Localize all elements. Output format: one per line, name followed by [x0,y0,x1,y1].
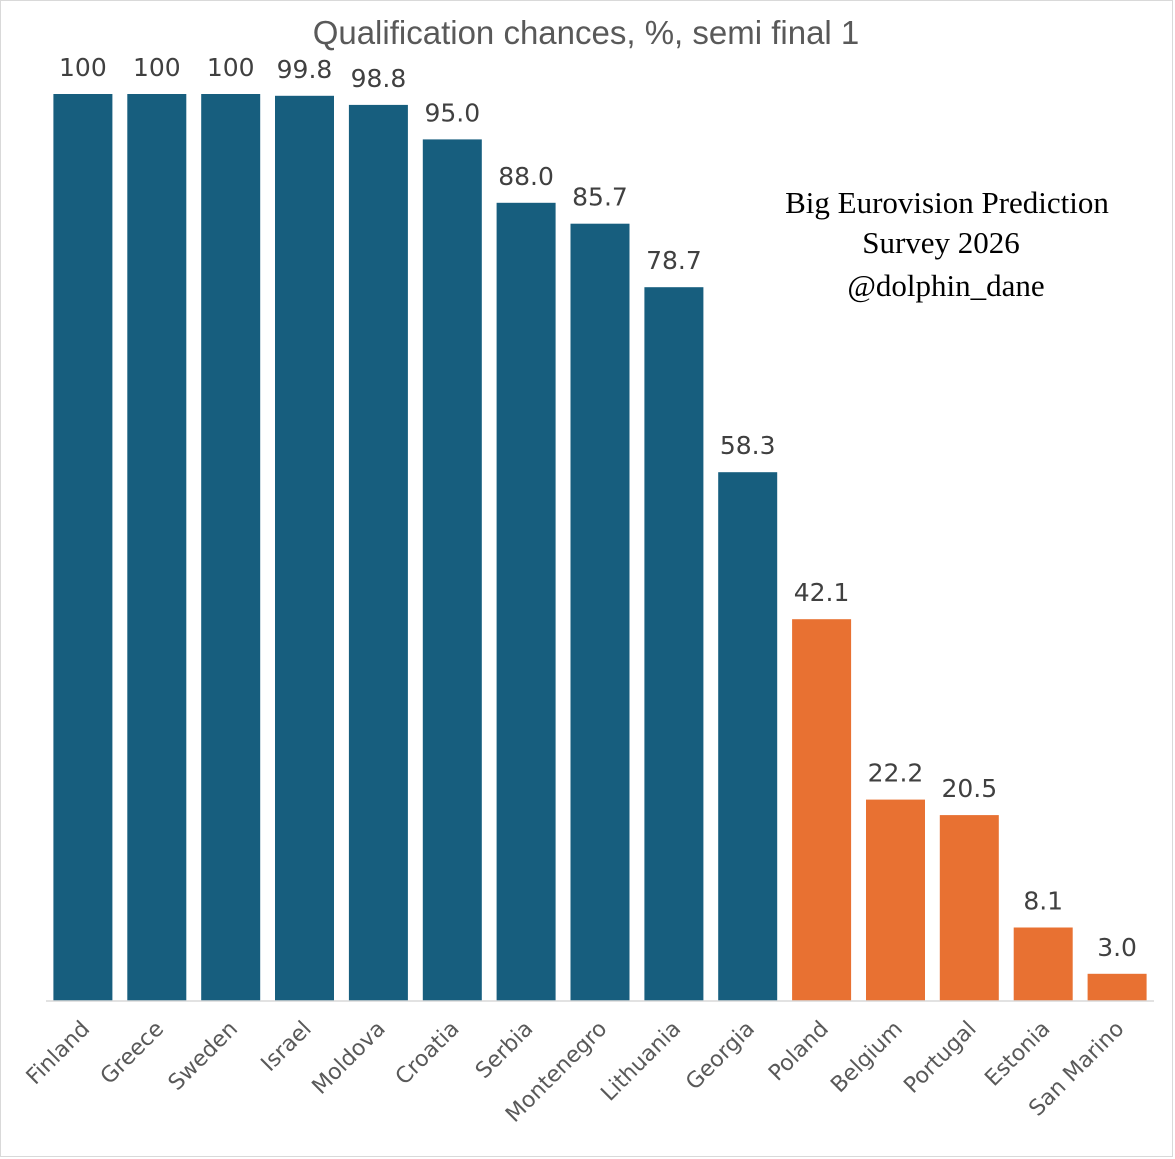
bar-moldova [348,104,408,1001]
annotation-line-1: Big Eurovision Prediction [785,185,1109,220]
source-annotation: Big Eurovision Prediction Survey 2026 @d… [785,185,1109,303]
data-label: 20.5 [941,774,997,803]
bar-serbia [496,202,556,1002]
data-label: 42.1 [794,578,850,607]
category-label: Lithuania [596,1017,686,1107]
category-label: Croatia [391,1017,465,1091]
data-labels-group: 100 100 100 99.8 98.8 95.0 88.0 85.7 78.7 58.3 42.… [59,53,1137,962]
annotation-line-2: Survey 2026 [862,225,1020,260]
category-label: Estonia [980,1017,1055,1092]
bar-georgia [718,472,778,1001]
data-label: 88.0 [498,162,554,191]
category-label: Israel [257,1017,317,1077]
category-label: Serbia [471,1017,538,1084]
data-label: 100 [133,53,181,82]
bar-finland [53,94,113,1001]
data-label: 98.8 [351,64,407,93]
data-label: 85.7 [572,183,628,212]
category-label: Portugal [899,1017,981,1099]
data-label: 95.0 [424,98,480,127]
bar-san-marino [1087,973,1147,1001]
bar-croatia [422,139,482,1001]
data-label: 8.1 [1023,887,1063,916]
data-label: 100 [59,53,107,82]
data-label: 22.2 [868,759,924,788]
bar-greece [127,94,187,1001]
category-label: Poland [764,1017,834,1087]
data-label: 100 [207,53,255,82]
category-label: Georgia [681,1017,760,1096]
category-label: Belgium [826,1017,907,1098]
data-label: 99.8 [277,55,333,84]
bar-israel [275,95,334,1002]
bar-lithuania [644,287,704,1001]
bars-group [53,94,1147,1002]
bar-belgium [866,799,925,1001]
category-label: Greece [96,1017,169,1090]
data-label: 3.0 [1097,933,1137,962]
bar-sweden [201,94,261,1001]
chart-title: Qualification chances, %, semi final 1 [313,14,860,51]
bar-portugal [939,815,999,1001]
annotation-line-3: @dolphin_dane [847,268,1044,303]
category-label: Sweden [164,1017,243,1096]
bar-poland [792,619,852,1001]
bar-estonia [1013,927,1073,1001]
category-label: Moldova [308,1017,391,1100]
data-label: 78.7 [646,246,702,275]
bar-montenegro [570,223,630,1001]
data-label: 58.3 [720,431,776,460]
category-label: Finland [22,1017,95,1090]
